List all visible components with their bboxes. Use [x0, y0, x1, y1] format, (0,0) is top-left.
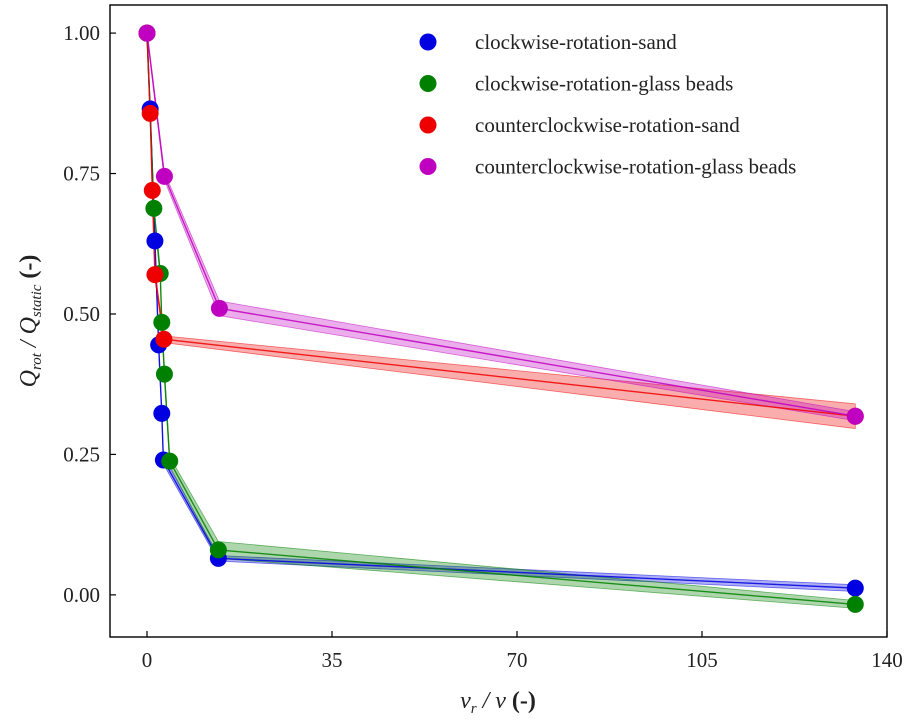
x-tick-label: 0 — [142, 648, 153, 672]
point-counterclockwise-rotation-glass beads-3 — [846, 407, 864, 425]
x-tick-label: 35 — [322, 648, 343, 672]
y-tick-label: 0.75 — [63, 162, 100, 186]
y-tick-label: 0.50 — [63, 302, 100, 326]
point-clockwise-rotation-sand-7 — [846, 579, 864, 597]
x-tick-label: 140 — [871, 648, 903, 672]
point-clockwise-rotation-glass beads-7 — [846, 595, 864, 613]
y-tick-label: 0.25 — [63, 442, 100, 466]
legend: clockwise-rotation-sand clockwise-rotatio… — [419, 30, 796, 179]
legend-label-2: counterclockwise-rotation-sand — [475, 113, 740, 137]
legend-label-0: clockwise-rotation-sand — [475, 30, 677, 54]
legend-marker-2 — [419, 116, 437, 134]
y-axis-ticks: 0.00 0.25 0.50 0.75 1.00 — [63, 21, 116, 607]
x-axis-ticks: 0 35 70 105 140 — [142, 631, 903, 672]
legend-marker-3 — [419, 158, 437, 175]
point-clockwise-rotation-glass beads-1 — [145, 199, 163, 217]
point-counterclockwise-rotation-sand-4 — [155, 330, 173, 348]
legend-label-3: counterclockwise-rotation-glass beads — [475, 155, 796, 179]
point-clockwise-rotation-glass beads-3 — [153, 313, 171, 331]
x-tick-label: 105 — [686, 648, 718, 672]
point-counterclockwise-rotation-sand-1 — [141, 104, 159, 122]
point-clockwise-rotation-glass beads-6 — [209, 541, 227, 559]
y-axis-label: Qrot / Qstatic (-) — [16, 255, 45, 388]
point-counterclockwise-rotation-sand-2 — [143, 181, 161, 199]
x-tick-label: 70 — [507, 648, 528, 672]
point-counterclockwise-rotation-glass beads-2 — [210, 299, 228, 317]
point-counterclockwise-rotation-sand-3 — [146, 266, 164, 284]
legend-marker-0 — [419, 33, 437, 51]
y-tick-label: 0.00 — [63, 583, 100, 607]
legend-marker-1 — [419, 75, 437, 92]
point-clockwise-rotation-glass beads-4 — [155, 365, 173, 383]
point-counterclockwise-rotation-glass beads-0 — [138, 24, 156, 42]
plot-frame — [109, 4, 888, 638]
legend-label-1: clockwise-rotation-glass beads — [475, 72, 733, 96]
point-clockwise-rotation-sand-2 — [146, 232, 164, 250]
point-counterclockwise-rotation-glass beads-1 — [155, 167, 173, 185]
point-clockwise-rotation-sand-4 — [153, 404, 171, 422]
y-tick-label: 1.00 — [63, 21, 100, 45]
x-axis-label: vr / v (-) — [460, 688, 536, 717]
point-clockwise-rotation-glass beads-5 — [161, 452, 179, 470]
line-counterclockwise-rotation-sand — [146, 33, 856, 417]
series-points — [138, 24, 864, 613]
